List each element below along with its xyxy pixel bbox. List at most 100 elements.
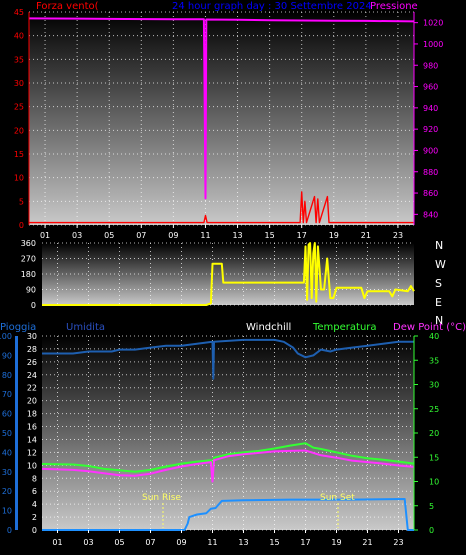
dewpoint-legend: Dew Point (°C) (393, 322, 466, 333)
compass-label: N (435, 239, 443, 252)
x-tick-label: 11 (207, 538, 217, 547)
x-tick-label: 01 (52, 538, 62, 547)
wind-tick-label: 10 (14, 174, 24, 183)
x-tick-label: 23 (393, 538, 403, 547)
temperature-tick-label: 0 (429, 526, 434, 535)
rain-tick-label: 10 (27, 461, 37, 470)
wind-tick-label: 40 (14, 32, 24, 41)
humidity-line (42, 338, 414, 380)
rain-tick-label: 14 (27, 435, 37, 444)
rain-line (42, 498, 414, 531)
temperature-line (41, 442, 415, 473)
pressure-tick-label: 980 (423, 61, 438, 70)
rain-tick-label: 6 (32, 487, 37, 496)
humidity-tick-label: 0 (7, 526, 12, 535)
humidity-tick-label: 70 (2, 390, 12, 399)
sunset-label: Sun Set (320, 493, 355, 503)
direction-tick-label: 0 (31, 301, 36, 310)
temperature-tick-label: 5 (429, 502, 434, 511)
humidity-tick-label: 30 (2, 468, 12, 477)
x-tick-label: 13 (232, 231, 242, 240)
humidity-tick-label: 60 (2, 410, 12, 419)
temperature-tick-label: 30 (429, 381, 439, 390)
direction-tick-label: 360 (21, 239, 36, 248)
x-tick-label: 19 (329, 231, 339, 240)
x-tick-label: 11 (200, 231, 210, 240)
x-tick-label: 13 (238, 538, 248, 547)
pressure-tick-label: 940 (423, 104, 438, 113)
wind-line (29, 191, 414, 224)
direction-tick-label: 180 (21, 270, 36, 279)
humidity-tick-label: 10 (2, 507, 12, 516)
bottom-plot-area (42, 336, 414, 530)
wind-tick-label: 45 (14, 8, 24, 17)
x-tick-label: 05 (104, 231, 114, 240)
wind-tick-label: 0 (19, 221, 24, 230)
temperature-tick-label: 40 (429, 332, 439, 341)
x-tick-label: 17 (297, 231, 307, 240)
pressure-tick-label: 1000 (423, 40, 443, 49)
rain-tick-label: 28 (27, 345, 37, 354)
x-tick-label: 21 (362, 538, 372, 547)
wind-tick-label: 20 (14, 126, 24, 135)
rain-tick-label: 22 (27, 384, 37, 393)
wind-tick-label: 25 (14, 103, 24, 112)
temperature-tick-label: 25 (429, 405, 439, 414)
x-tick-label: 03 (83, 538, 93, 547)
wind-axis-label: Forza vento( (36, 1, 99, 12)
direction-tick-label: 270 (21, 255, 36, 264)
pressure-axis-label: Pressione (370, 1, 418, 12)
compass-label: N (435, 314, 443, 327)
wind-tick-label: 30 (14, 79, 24, 88)
dewpoint-line (41, 449, 415, 483)
compass-label: S (435, 277, 442, 290)
pressure-tick-label: 880 (423, 168, 438, 177)
x-tick-label: 09 (176, 538, 186, 547)
chart-title: 24 hour graph day : 30 Settembre 2024 (172, 1, 372, 12)
x-tick-label: 03 (72, 231, 82, 240)
compass-label: E (435, 296, 442, 309)
humidity-tick-label: 20 (2, 487, 12, 496)
x-tick-label: 15 (265, 231, 275, 240)
humidity-tick-label: 80 (2, 371, 12, 380)
rain-tick-label: 0 (32, 526, 37, 535)
temperature-tick-label: 10 (429, 478, 439, 487)
x-tick-label: 05 (114, 538, 124, 547)
rain-tick-label: 18 (27, 410, 37, 419)
rain-tick-label: 2 (32, 513, 37, 522)
humidity-tick-label: 90 (2, 351, 12, 360)
pressure-line (28, 17, 415, 200)
pressure-tick-label: 860 (423, 189, 438, 198)
compass-label: W (435, 258, 446, 271)
humidity-tick-label: 50 (2, 429, 12, 438)
wind-tick-label: 5 (19, 197, 24, 206)
direction-line (42, 242, 415, 306)
x-tick-label: 07 (145, 538, 155, 547)
top-plot-area (29, 12, 414, 225)
x-tick-label: 19 (331, 538, 341, 547)
pressure-tick-label: 900 (423, 146, 438, 155)
rain-axis-bar (15, 336, 18, 530)
x-tick-label: 09 (168, 231, 178, 240)
windchill-legend: Windchill (246, 322, 291, 333)
temperature-tick-label: 15 (429, 453, 439, 462)
pressure-tick-label: 1020 (423, 19, 443, 28)
wind-tick-label: 35 (14, 55, 24, 64)
x-tick-label: 15 (269, 538, 279, 547)
direction-tick-label: 90 (26, 286, 36, 295)
sunrise-label: Sun Rise (142, 493, 181, 503)
rain-tick-label: 26 (27, 358, 37, 367)
rain-tick-label: 4 (32, 500, 37, 509)
wind-tick-label: 15 (14, 150, 24, 159)
temperature-tick-label: 35 (429, 356, 439, 365)
rain-tick-label: 20 (27, 397, 37, 406)
x-tick-label: 01 (40, 231, 50, 240)
rain-tick-label: 8 (32, 474, 37, 483)
rain-axis-label: Pioggia (0, 322, 36, 333)
temperature-legend: Temperatura (312, 322, 377, 333)
humidity-tick-label: 40 (2, 448, 12, 457)
rain-tick-label: 12 (27, 448, 37, 457)
x-tick-label: 23 (393, 231, 403, 240)
pressure-tick-label: 920 (423, 125, 438, 134)
rain-tick-label: 16 (27, 423, 37, 432)
